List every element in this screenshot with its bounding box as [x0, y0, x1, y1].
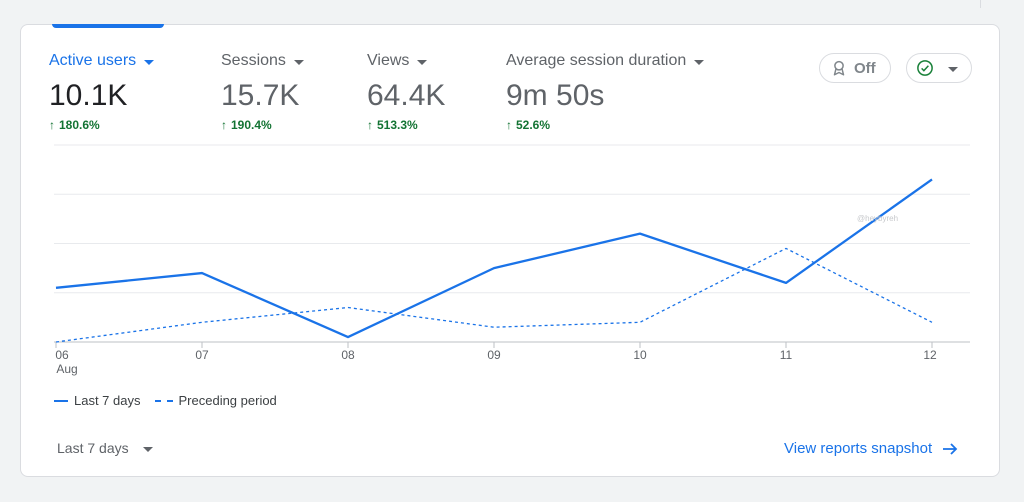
- metric-change: ↑ 52.6%: [506, 118, 704, 132]
- x-tick-label: 11: [780, 348, 793, 362]
- view-reports-snapshot-link[interactable]: View reports snapshot: [784, 440, 958, 457]
- x-tick-label: 07: [195, 348, 209, 362]
- x-tick-label: 12: [923, 348, 937, 362]
- metric-value: 15.7K: [221, 79, 300, 112]
- arrow-right-icon: [943, 442, 958, 455]
- metric-change-value: 180.6%: [59, 118, 100, 132]
- overview-card: [20, 24, 1000, 477]
- legend-solid-swatch: [54, 399, 68, 402]
- award-icon: [833, 60, 845, 76]
- legend-label: Last 7 days: [74, 393, 141, 408]
- metric-change: ↑ 180.6%: [49, 118, 154, 132]
- metric-label: Active users: [49, 52, 137, 69]
- metric-average-session-duration[interactable]: Average session duration 9m 50s ↑ 52.6%: [506, 52, 705, 132]
- metric-value: 64.4K: [367, 79, 446, 112]
- x-tick-label: 06: [55, 348, 69, 362]
- chart-legend: Last 7 days Preceding period: [54, 393, 291, 408]
- x-tick-label: 10: [633, 348, 647, 362]
- metric-change: ↑ 513.3%: [367, 118, 445, 132]
- top-edge-divider: [980, 0, 981, 8]
- caret-down-icon: [144, 59, 155, 65]
- x-tick-label: 09: [487, 348, 501, 362]
- active-tab-indicator: [52, 24, 164, 28]
- date-range-label: Last 7 days: [57, 440, 129, 456]
- watermark-text: @heybyreh: [857, 214, 899, 223]
- metric-active-users[interactable]: Active users 10.1K ↑ 180.6%: [49, 52, 155, 132]
- metric-views-header[interactable]: Views: [367, 52, 445, 70]
- metric-value: 9m 50s: [506, 79, 605, 112]
- line-chart: 06 07 08 09 10 11 12 Aug: [54, 144, 970, 376]
- status-dropdown[interactable]: [906, 53, 972, 83]
- insights-toggle-label: Off: [854, 59, 876, 77]
- metric-label: Views: [367, 52, 410, 69]
- x-tick-sublabel: Aug: [56, 362, 77, 376]
- metric-value: 10.1K: [49, 79, 128, 112]
- metric-sessions[interactable]: Sessions 15.7K ↑ 190.4%: [221, 52, 304, 132]
- metric-label: Average session duration: [506, 52, 687, 69]
- metric-average-session-duration-header[interactable]: Average session duration: [506, 52, 705, 70]
- legend-item-last-7-days[interactable]: Last 7 days: [54, 393, 141, 408]
- series-line-last-7-days: [55, 178, 933, 339]
- arrow-up-icon: ↑: [221, 118, 227, 132]
- check-circle-icon: [917, 60, 933, 76]
- legend-dashed-swatch: [154, 399, 173, 402]
- legend-item-preceding-period[interactable]: Preceding period: [154, 393, 277, 408]
- metric-sessions-header[interactable]: Sessions: [221, 52, 304, 70]
- caret-down-icon: [417, 59, 428, 65]
- arrow-up-icon: ↑: [506, 118, 512, 132]
- caret-down-icon: [948, 66, 958, 72]
- x-tick-label: 08: [341, 348, 355, 362]
- caret-down-icon: [142, 446, 153, 452]
- metric-label: Sessions: [221, 52, 286, 69]
- metric-views[interactable]: Views 64.4K ↑ 513.3%: [367, 52, 445, 132]
- insights-toggle-button[interactable]: Off: [819, 53, 891, 83]
- date-range-dropdown[interactable]: Last 7 days: [57, 440, 153, 456]
- snapshot-link-label: View reports snapshot: [784, 440, 933, 457]
- arrow-up-icon: ↑: [49, 118, 55, 132]
- metric-change-value: 52.6%: [516, 118, 551, 132]
- metric-change-value: 190.4%: [231, 118, 272, 132]
- metric-active-users-header[interactable]: Active users: [49, 52, 155, 70]
- metric-change: ↑ 190.4%: [221, 118, 304, 132]
- metric-change-value: 513.3%: [377, 118, 418, 132]
- caret-down-icon: [293, 59, 304, 65]
- arrow-up-icon: ↑: [367, 118, 373, 132]
- caret-down-icon: [694, 59, 705, 65]
- series-line-preceding-period: [55, 247, 933, 343]
- legend-label: Preceding period: [178, 393, 277, 408]
